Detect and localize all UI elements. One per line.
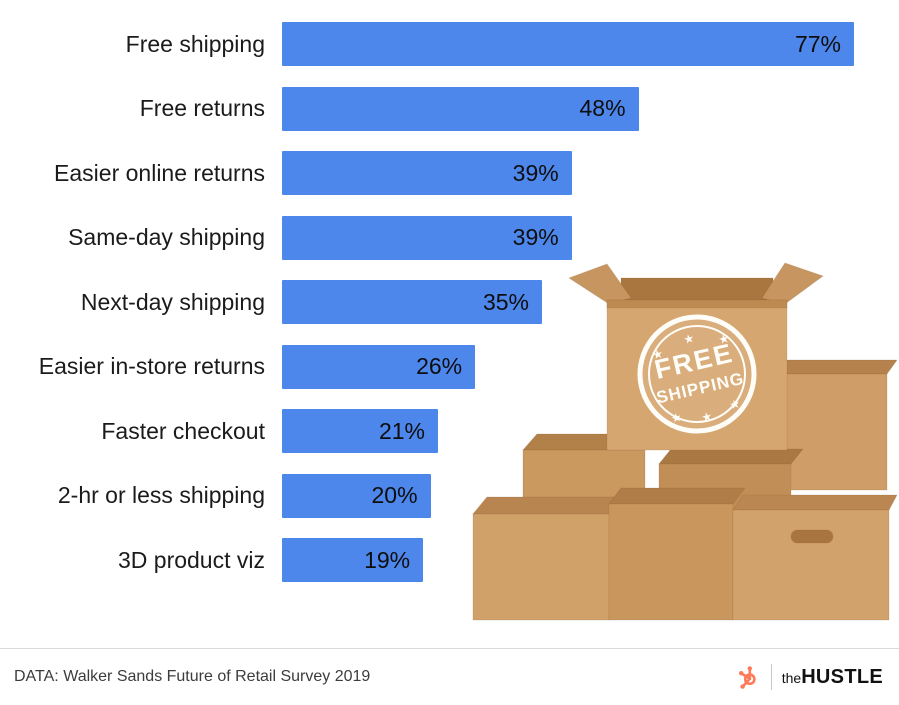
bar: 20%: [282, 473, 431, 518]
bar: 26%: [282, 344, 476, 389]
bar-row: Faster checkout 21%: [0, 399, 899, 464]
bar-chart: Free shipping 77% Free returns 48% Easier on…: [0, 12, 899, 593]
bar-row: Free shipping 77%: [0, 12, 899, 77]
bar-chart-rows: Free shipping 77% Free returns 48% Easier on…: [0, 12, 899, 593]
brand-divider: [770, 664, 772, 690]
stamp-star-icon: ★: [728, 396, 742, 412]
bar: 21%: [282, 409, 438, 454]
bar-value: 35%: [482, 288, 529, 315]
bar-label: Easier in-store returns: [38, 353, 265, 380]
hubspot-sprocket-icon: [738, 665, 756, 689]
bar-label: Free shipping: [125, 30, 265, 57]
bar-label: Same-day shipping: [68, 224, 265, 251]
brand-name: HUSTLE: [801, 665, 883, 688]
brand-lockup: the HUSTLE: [738, 664, 883, 690]
bar: 35%: [282, 280, 542, 325]
bar-value: 20%: [371, 482, 418, 509]
brand-prefix: the: [781, 669, 802, 686]
stamp-star-icon: ★: [700, 409, 714, 425]
bar-value: 48%: [579, 95, 626, 122]
bar-value: 26%: [416, 353, 463, 380]
bar-value: 21%: [378, 417, 425, 444]
bar-value: 77%: [794, 30, 841, 57]
bar: 48%: [282, 86, 639, 131]
bar: 77%: [282, 22, 854, 67]
bar-row: 2-hr or less shipping 20%: [0, 464, 899, 529]
bar-value: 39%: [512, 224, 559, 251]
bar-label: Free returns: [139, 95, 265, 122]
bar-row: 3D product viz 19%: [0, 528, 899, 593]
stamp-star-icon: ★: [717, 331, 731, 347]
free-shipping-stamp: ★ ★ ★ FREE SHIPPING ★ ★ ★: [637, 314, 757, 434]
stamp-star-icon: ★: [651, 346, 665, 362]
bar-row: Easier online returns 39%: [0, 141, 899, 206]
stamp-star-icon: ★: [669, 410, 683, 426]
boxes-illustration: ★ ★ ★ FREE SHIPPING ★ ★ ★: [471, 258, 898, 631]
stamp-star-icon: ★: [682, 331, 696, 347]
bar-value: 19%: [364, 546, 411, 573]
bar-label: 3D product viz: [117, 546, 265, 573]
bar-value: 39%: [512, 159, 559, 186]
bar-row: Easier in-store returns 26%: [0, 335, 899, 400]
bar-label: Next-day shipping: [80, 288, 265, 315]
bar: 39%: [282, 215, 572, 260]
thehustle-logo: the HUSTLE: [782, 666, 883, 689]
cardboard-boxes-graphic: ★ ★ ★ FREE SHIPPING ★ ★ ★: [471, 262, 898, 621]
data-source-text: DATA: Walker Sands Future of Retail Surv…: [14, 668, 371, 685]
bar-row: Next-day shipping 35%: [0, 270, 899, 335]
bar-row: Free returns 48%: [0, 77, 899, 142]
bar: 39%: [282, 151, 572, 196]
bar-label: 2-hr or less shipping: [57, 482, 265, 509]
bar: 19%: [282, 538, 424, 583]
bar-label: Easier online returns: [54, 159, 265, 186]
bar-label: Faster checkout: [101, 417, 265, 444]
footer: DATA: Walker Sands Future of Retail Surv…: [0, 648, 899, 705]
bar-row: Same-day shipping 39%: [0, 206, 899, 271]
